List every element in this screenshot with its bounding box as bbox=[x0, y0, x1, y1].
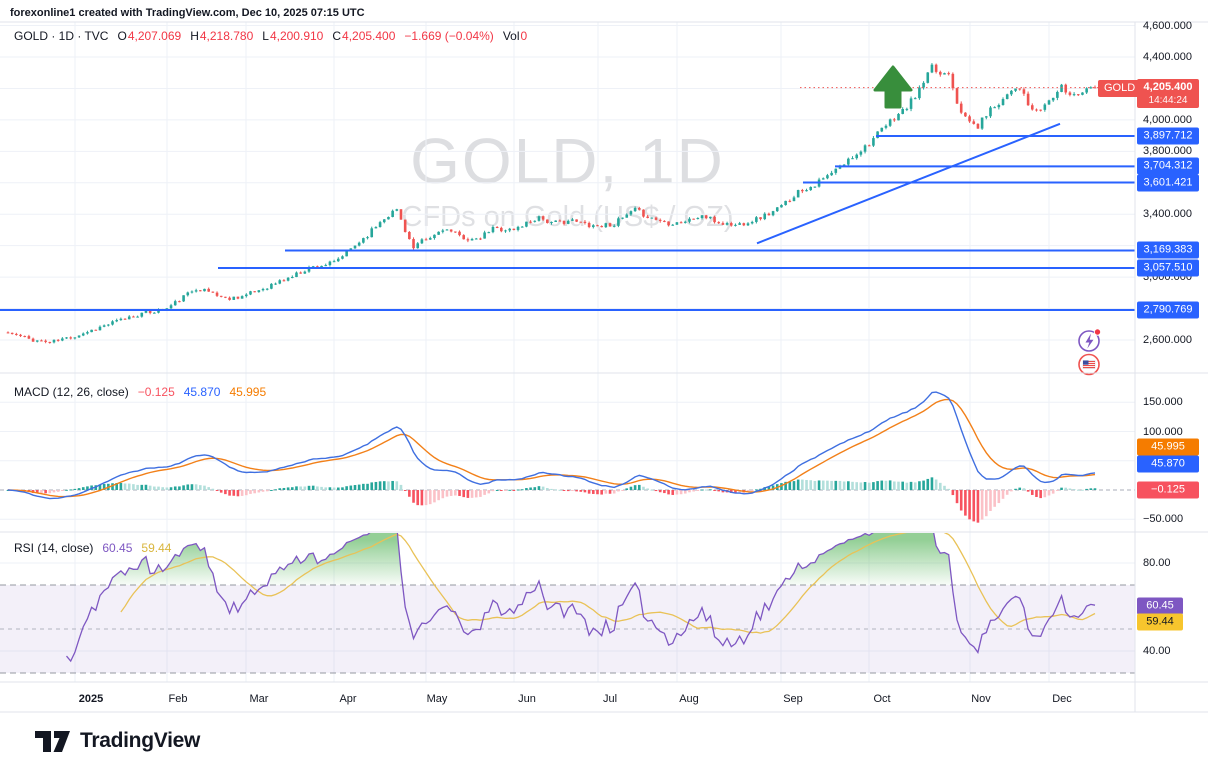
change-value: −1.669 (−0.04%) bbox=[404, 29, 494, 43]
candlestick-series bbox=[6, 63, 1097, 344]
rsi-value: 60.45 bbox=[102, 541, 133, 555]
tradingview-logo-text: TradingView bbox=[80, 729, 201, 752]
tradingview-logo-mark bbox=[35, 731, 70, 752]
up-arrow-annotation[interactable] bbox=[873, 65, 913, 109]
macd-title[interactable]: MACD (12, 26, close) bbox=[14, 385, 129, 399]
rsi-title[interactable]: RSI (14, close) bbox=[14, 541, 94, 555]
rsi-ma-value: 59.44 bbox=[141, 541, 172, 555]
pane-separators bbox=[0, 21, 1208, 713]
macd-legend[interactable]: MACD (12, 26, close) −0.125 45.870 45.99… bbox=[14, 385, 266, 399]
macd-pane bbox=[0, 391, 1135, 523]
rsi-overbought-fill bbox=[109, 533, 953, 585]
macd-line-value: 45.870 bbox=[183, 385, 221, 399]
volume-value: Vol0 bbox=[502, 29, 528, 43]
ohlc-high: H4,218.780 bbox=[190, 29, 254, 43]
trendline[interactable] bbox=[756, 122, 1061, 245]
time-scale[interactable] bbox=[0, 682, 1135, 712]
macd-signal-value: 45.995 bbox=[229, 385, 267, 399]
economic-calendar-flag-icon[interactable] bbox=[1078, 353, 1100, 376]
bar-countdown: 14:44:24 bbox=[1148, 95, 1188, 106]
ohlc-open: O4,207.069 bbox=[117, 29, 182, 43]
rsi-pane bbox=[0, 533, 1135, 674]
ohlc-low: L4,200.910 bbox=[262, 29, 324, 43]
gridlines bbox=[0, 22, 1135, 682]
tradingview-logo[interactable]: TradingView bbox=[34, 727, 200, 755]
macd-hist-value: −0.125 bbox=[137, 385, 175, 399]
last-price-tag: 4,205.400 14:44:24 bbox=[1137, 79, 1199, 108]
symbol-legend[interactable]: GOLD · 1D · TVC O4,207.069 H4,218.780 L4… bbox=[14, 29, 527, 43]
events-lightning-icon[interactable] bbox=[1078, 328, 1102, 352]
price-tag-symbol: GOLD bbox=[1098, 80, 1142, 97]
last-price-value: 4,205.400 bbox=[1143, 81, 1193, 93]
rsi-legend[interactable]: RSI (14, close) 60.45 59.44 bbox=[14, 541, 171, 555]
support-resistance-lines[interactable] bbox=[0, 122, 1135, 311]
attribution-text: forexonline1 created with TradingView.co… bbox=[10, 7, 365, 19]
price-scale[interactable] bbox=[1135, 22, 1208, 712]
ohlc-close: C4,205.400 bbox=[332, 29, 396, 43]
symbol-title[interactable]: GOLD · 1D · TVC bbox=[14, 29, 109, 43]
